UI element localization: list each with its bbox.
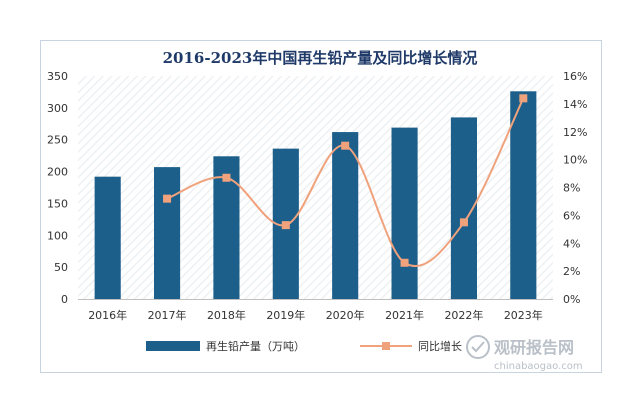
line-marker	[400, 258, 409, 267]
left-tick-label: 250	[47, 134, 68, 147]
watermark-check-icon	[471, 341, 485, 353]
right-tick-label: 0%	[563, 293, 580, 306]
watermark: 观研报告网 chinabaogao.com	[466, 335, 583, 372]
left-tick-label: 200	[47, 166, 68, 179]
left-axis: 0 50 100 150 200 250 300 350	[47, 70, 68, 306]
watermark-main: 观研报告网	[494, 338, 574, 357]
left-tick-label: 0	[61, 293, 68, 306]
x-tick-label: 2020年	[326, 308, 365, 322]
line-marker	[519, 94, 528, 103]
line-marker	[341, 141, 350, 150]
x-axis: 2016年 2017年 2018年 2019年 2020年 2021年 2022年 2023年	[78, 299, 553, 322]
x-tick-label: 2016年	[88, 308, 127, 322]
left-tick-label: 50	[54, 261, 68, 274]
bar	[391, 127, 418, 299]
x-tick-label: 2017年	[148, 308, 187, 322]
legend-line-marker	[382, 342, 390, 350]
watermark-logo-icon	[466, 335, 490, 359]
bar	[332, 132, 359, 299]
right-tick-label: 4%	[563, 237, 580, 250]
right-tick-label: 8%	[563, 182, 580, 195]
x-tick-label: 2022年	[444, 308, 483, 322]
left-tick-label: 350	[47, 70, 68, 83]
line-marker	[281, 221, 290, 230]
line-marker	[459, 218, 468, 227]
legend-bar-label: 再生铅产量（万吨）	[206, 339, 305, 353]
left-tick-label: 100	[47, 229, 68, 242]
x-tick-label: 2023年	[504, 308, 543, 322]
right-tick-label: 2%	[563, 265, 580, 278]
right-tick-label: 12%	[563, 126, 587, 139]
line-series	[163, 94, 528, 268]
left-tick-label: 150	[47, 197, 68, 210]
right-tick-label: 10%	[563, 154, 587, 167]
chart-title: 2016-2023年中国再生铅产量及同比增长情况	[163, 49, 478, 67]
bar	[94, 176, 121, 299]
left-tick-label: 300	[47, 102, 68, 115]
bar	[154, 167, 181, 299]
right-tick-label: 16%	[563, 70, 587, 83]
right-tick-label: 6%	[563, 209, 580, 222]
x-tick-label: 2021年	[385, 308, 424, 322]
watermark-sub: chinabaogao.com	[494, 361, 583, 372]
legend: 再生铅产量（万吨） 同比增长	[146, 339, 462, 353]
line-marker	[163, 194, 172, 203]
x-tick-label: 2018年	[207, 308, 246, 322]
right-tick-label: 14%	[563, 98, 587, 111]
x-tick-label: 2019年	[266, 308, 305, 322]
legend-bar-swatch	[146, 341, 200, 351]
legend-line-label: 同比增长	[418, 339, 462, 353]
bar	[510, 91, 537, 299]
right-axis: 0% 2% 4% 6% 8% 10% 12% 14% 16%	[563, 70, 587, 306]
line-marker	[222, 173, 231, 182]
plot-area	[78, 76, 553, 299]
